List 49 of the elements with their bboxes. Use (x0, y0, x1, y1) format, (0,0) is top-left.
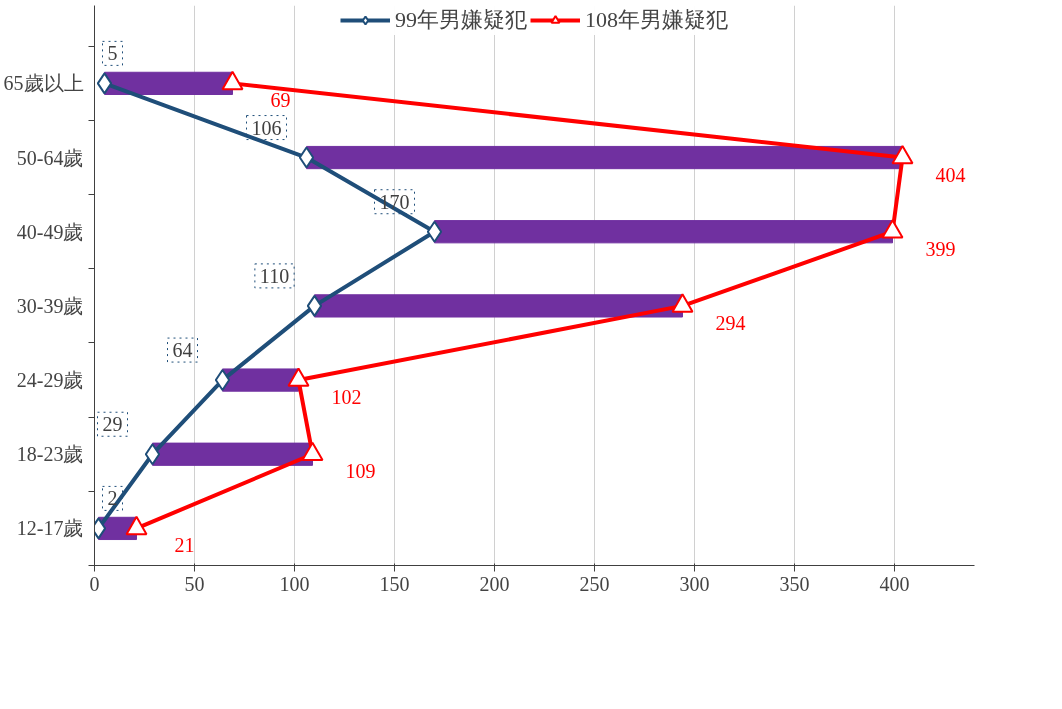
point (426, 220, 443, 243)
y-tick-label: 65歲以上 (3, 72, 84, 95)
data-label: 29 (102, 413, 123, 436)
data-label: 109 (345, 460, 376, 483)
point (301, 441, 324, 462)
x-tick-label: 300 (679, 572, 710, 595)
legend-label: 108年男嫌疑犯 (585, 6, 728, 34)
x-tick-label: 100 (279, 572, 310, 595)
point (881, 219, 904, 239)
data-label: 170 (379, 190, 410, 213)
x-tick-label: 250 (579, 572, 610, 595)
point (671, 293, 694, 313)
x-tick-label: 350 (779, 572, 810, 595)
data-label: 110 (259, 264, 290, 287)
y-tick-label: 12-17歲 (16, 517, 84, 540)
data-label: 64 (172, 339, 193, 362)
data-label: 5 (107, 42, 118, 65)
legend-label: 99年男嫌疑犯 (395, 6, 527, 34)
point (221, 70, 244, 91)
y-tick-label: 40-49歲 (16, 220, 84, 243)
data-label: 294 (715, 311, 746, 334)
data-label: 102 (331, 386, 362, 409)
y-tick-label: 24-29歲 (16, 369, 84, 392)
point (144, 443, 161, 466)
y-tick-label: 50-64歲 (16, 146, 84, 169)
data-label: 21 (174, 534, 195, 557)
bar (434, 220, 893, 244)
point (125, 515, 148, 536)
data-label: 106 (251, 116, 282, 139)
x-tick-label: 0 (89, 572, 100, 595)
y-tick-label: 18-23歲 (16, 443, 84, 466)
data-label: 404 (935, 163, 966, 186)
x-tick-label: 200 (479, 572, 510, 595)
bar (152, 442, 313, 466)
x-tick-label: 50 (184, 572, 205, 595)
y-tick-label: 30-39歲 (16, 294, 84, 317)
x-tick-label: 150 (379, 572, 410, 595)
point (306, 294, 323, 317)
point (214, 369, 231, 392)
point (891, 145, 914, 165)
point (298, 146, 315, 169)
point (287, 367, 310, 387)
bar (314, 294, 683, 318)
data-label: 399 (925, 237, 956, 260)
x-tick-label: 400 (879, 572, 910, 595)
data-label: 2 (107, 487, 118, 510)
data-label: 69 (270, 89, 291, 112)
point (96, 72, 113, 95)
bar (306, 145, 903, 170)
